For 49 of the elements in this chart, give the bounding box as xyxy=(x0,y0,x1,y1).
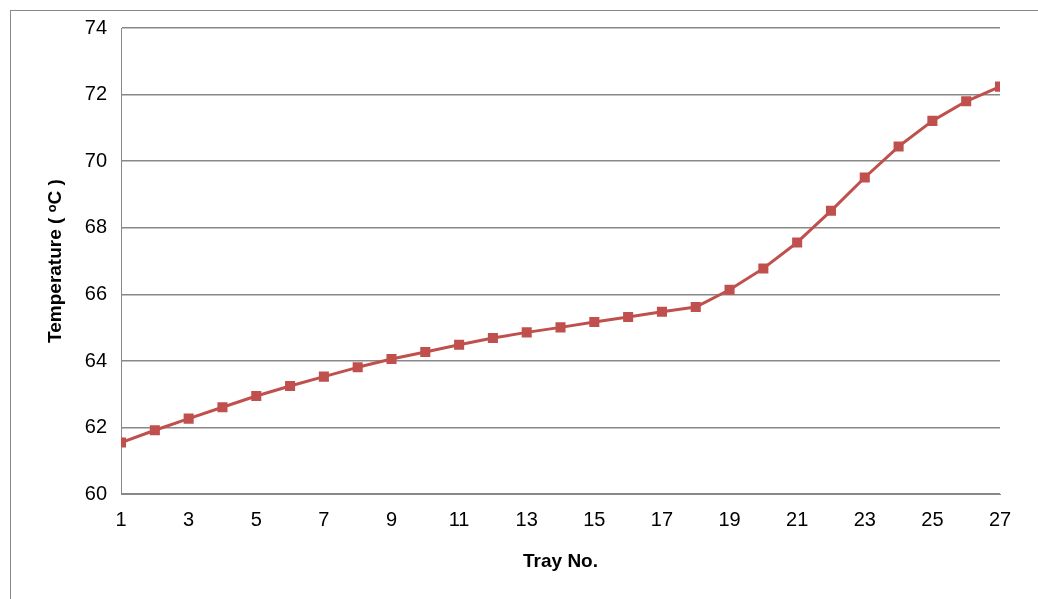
point xyxy=(285,380,296,392)
x-tick-label: 1 xyxy=(115,507,127,530)
point xyxy=(690,302,701,313)
y-tick-label: 64 xyxy=(84,348,108,371)
point xyxy=(927,115,938,126)
point xyxy=(792,237,803,248)
point xyxy=(961,96,972,107)
x-tick-label: 15 xyxy=(583,507,606,530)
point xyxy=(825,205,837,216)
point xyxy=(893,141,904,152)
x-tick-label: 25 xyxy=(921,507,944,530)
point xyxy=(724,284,735,295)
y-tick-label: 70 xyxy=(84,148,108,171)
x-tick-label: 19 xyxy=(718,507,741,530)
point xyxy=(149,425,160,436)
y-axis-title: Temperature ( ᵒC ) xyxy=(43,179,65,343)
point xyxy=(859,172,870,183)
y-tick-label: 72 xyxy=(84,82,108,105)
point xyxy=(183,413,194,424)
point xyxy=(251,390,262,401)
x-tick-label: 17 xyxy=(650,507,674,530)
x-tick-label: 9 xyxy=(385,507,398,530)
x-tick-label: 7 xyxy=(318,507,330,530)
x-tick-label: 11 xyxy=(448,507,470,530)
point xyxy=(589,317,600,328)
point xyxy=(758,263,769,274)
point xyxy=(623,312,634,323)
point xyxy=(555,322,566,333)
point xyxy=(318,371,329,382)
y-tick-label: 68 xyxy=(84,215,108,238)
point xyxy=(420,346,431,358)
x-tick-label: 21 xyxy=(786,507,809,530)
point xyxy=(454,339,465,350)
x-tick-label: 23 xyxy=(853,507,876,530)
point xyxy=(352,362,363,373)
x-tick-label: 27 xyxy=(988,507,1012,530)
x-tick-label: 13 xyxy=(515,507,538,530)
point xyxy=(487,332,498,344)
y-tick-label: 62 xyxy=(84,415,108,438)
point xyxy=(656,306,667,317)
x-tick-label: 5 xyxy=(250,507,262,530)
point xyxy=(521,327,532,338)
point xyxy=(386,353,397,365)
y-tick-label: 60 xyxy=(84,481,108,504)
x-axis-title: Tray No. xyxy=(523,549,599,571)
x-tick-label: 3 xyxy=(183,507,195,530)
point xyxy=(217,402,228,413)
y-tick-label: 74 xyxy=(84,15,108,38)
y-tick-label: 66 xyxy=(84,281,108,304)
